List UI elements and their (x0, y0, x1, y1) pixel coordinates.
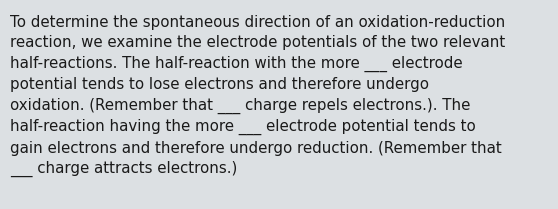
Text: To determine the spontaneous direction of an oxidation-reduction
reaction, we ex: To determine the spontaneous direction o… (10, 15, 506, 177)
